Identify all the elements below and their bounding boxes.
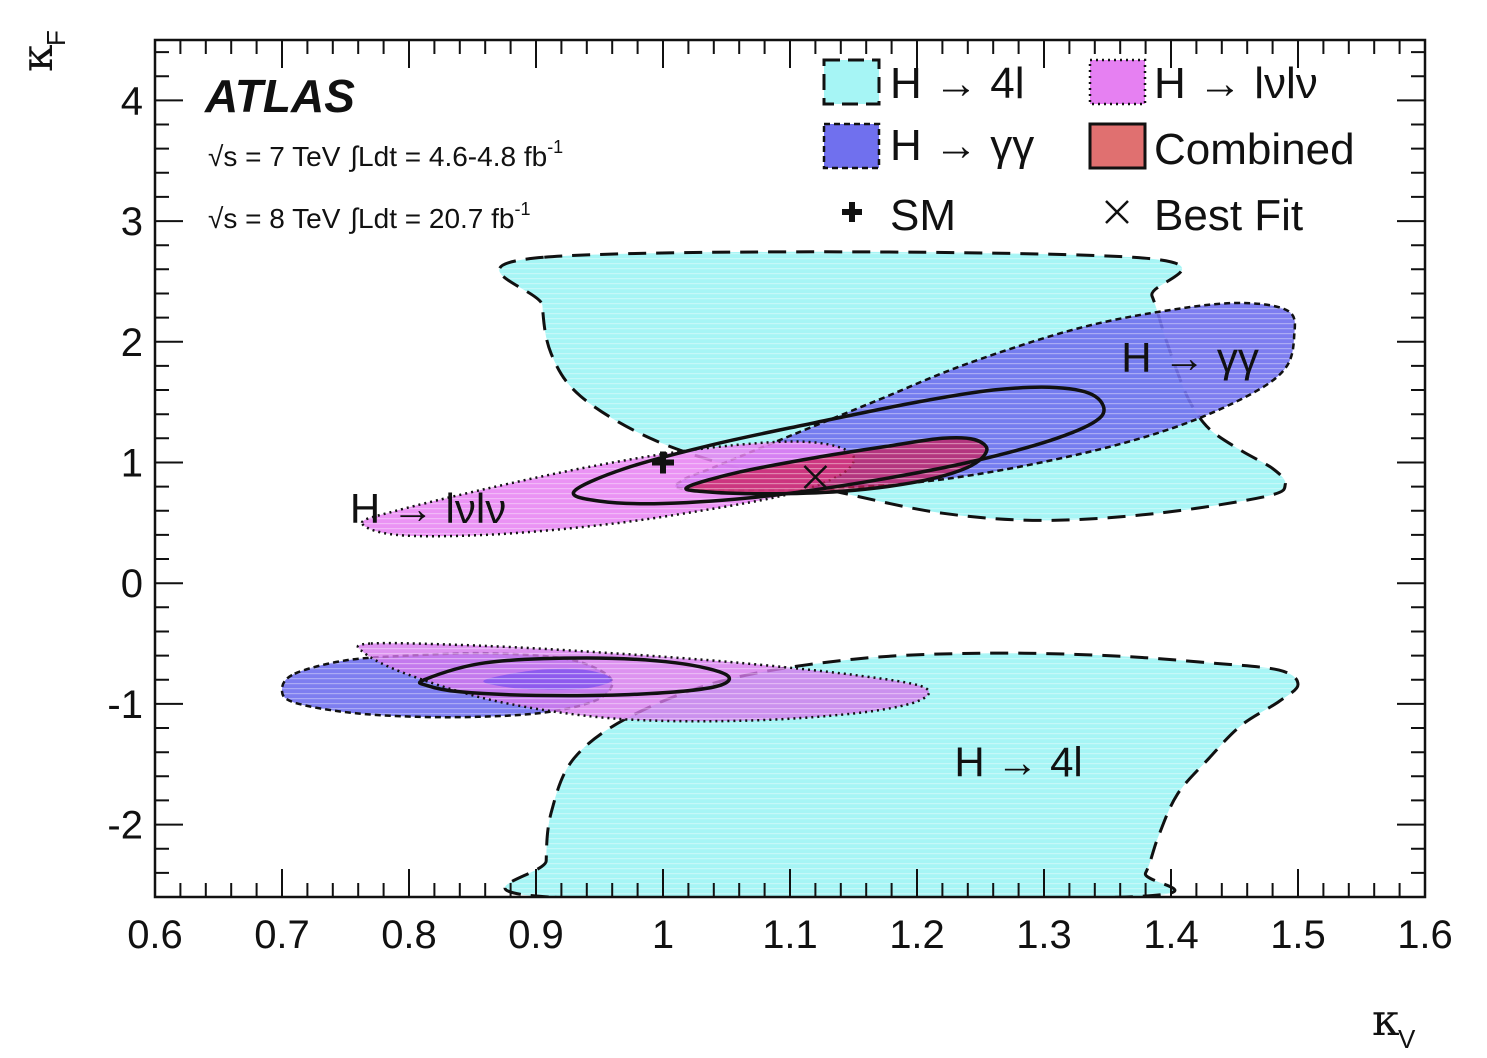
x-axis-title-main: κ	[1372, 995, 1400, 1046]
contour-comb95-lower	[417, 656, 732, 698]
y-tick-label: 0	[121, 562, 143, 606]
x-tick-labels: 0.6 0.7 0.8 0.9 1 1.1 1.2 1.3 1.4 1.5 1.6	[127, 913, 1453, 957]
experiment-label: ATLAS	[204, 70, 355, 122]
region-label-1: H → lνlν	[350, 485, 506, 532]
x-tick-label: 0.8	[381, 913, 437, 957]
energy-lumi: ∫Ldt = 4.6-4.8 fb	[348, 141, 547, 172]
x-tick-label: 0.6	[127, 913, 183, 957]
x-tick-label: 1.5	[1270, 913, 1326, 957]
legend-item-hww: H → lνlν	[1088, 58, 1318, 108]
region-label-0: H → γγ	[1121, 334, 1259, 381]
contour-comb68-lower	[483, 668, 613, 690]
y-tick-labels: -2 -1 0 1 2 3 4	[107, 79, 143, 847]
energy-sqrt-s: √s = 7 TeV	[208, 141, 341, 172]
sm-marker	[652, 451, 674, 474]
legend-label-hgg: H → γγ	[890, 121, 1034, 170]
legend-label-hww: H → lνlν	[1154, 59, 1318, 108]
y-axis-title-sub: F	[41, 30, 71, 46]
contour-comb68	[684, 435, 989, 496]
legend-swatch-h4l	[822, 58, 881, 106]
legend-label-sm: SM	[890, 191, 956, 240]
legend-item-hgg: H → γγ	[822, 121, 1034, 170]
x-tick-label: 1.6	[1397, 913, 1453, 957]
legend-swatch-hgg	[822, 122, 881, 170]
y-tick-label: 2	[121, 321, 143, 365]
svg-text:√s = 8 TeV∫Ldt = 20.7 fb-1: √s = 8 TeV ∫Ldt = 20.7 fb-1	[208, 199, 531, 234]
x-tick-label: 1.3	[1016, 913, 1072, 957]
legend-item-h4l: H → 4l	[822, 58, 1024, 108]
x-axis-title-sub: V	[1398, 1024, 1416, 1054]
x-tick-label: 1	[652, 913, 674, 957]
y-tick-label: 4	[121, 79, 143, 123]
y-tick-label: 3	[121, 200, 143, 244]
x-tick-label: 0.7	[254, 913, 310, 957]
region-label-2: H → 4l	[954, 738, 1082, 785]
x-tick-label: 1.4	[1143, 913, 1199, 957]
best-fit-marker	[803, 465, 828, 489]
energy-lumi-exp: -1	[547, 137, 563, 157]
best-fit-marker-icon	[1105, 200, 1129, 224]
energy-sqrt-s: √s = 8 TeV	[208, 203, 341, 234]
region-labels: H → γγ H → lνlν H → 4l	[350, 334, 1259, 785]
legend-item-best-fit: Best Fit	[1105, 191, 1303, 240]
x-tick-label: 1.2	[889, 913, 945, 957]
legend-label-h4l: H → 4l	[890, 59, 1024, 108]
energy-lumi: ∫Ldt = 20.7 fb	[348, 203, 514, 234]
y-tick-label: -1	[107, 683, 143, 727]
markers	[652, 451, 828, 489]
energy-lumi-exp: -1	[515, 199, 531, 219]
legend-swatch-combined	[1088, 122, 1147, 170]
legend-label-best-fit: Best Fit	[1154, 191, 1303, 240]
x-axis-title: κ V	[1372, 995, 1416, 1054]
contour-regions	[280, 250, 1300, 897]
legend-item-sm: SM	[842, 191, 956, 240]
y-axis-title: κ F	[12, 30, 71, 72]
svg-text:√s = 7 TeV∫Ldt = 4.6-4.8 fb-1: √s = 7 TeV ∫Ldt = 4.6-4.8 fb-1	[208, 137, 563, 172]
x-tick-label: 1.1	[762, 913, 818, 957]
contour-comb95	[571, 385, 1106, 506]
y-tick-label: 1	[121, 441, 143, 485]
legend: H → 4l H → lνlν H → γγ Combined SM Best …	[822, 58, 1355, 240]
energy-line-2: √s = 8 TeV ∫Ldt = 20.7 fb-1	[208, 199, 531, 234]
legend-swatch-hww	[1088, 58, 1147, 106]
y-axis-title-main: κ	[12, 45, 63, 73]
y-tick-label: -2	[107, 804, 143, 848]
sm-marker-icon	[842, 202, 862, 222]
x-tick-label: 0.9	[508, 913, 564, 957]
contour-hgg-upper	[674, 301, 1297, 492]
legend-label-combined: Combined	[1154, 125, 1355, 174]
axis-ticks	[154, 40, 1426, 898]
energy-line-1: √s = 7 TeV ∫Ldt = 4.6-4.8 fb-1	[208, 137, 563, 172]
legend-item-combined: Combined	[1088, 122, 1355, 174]
